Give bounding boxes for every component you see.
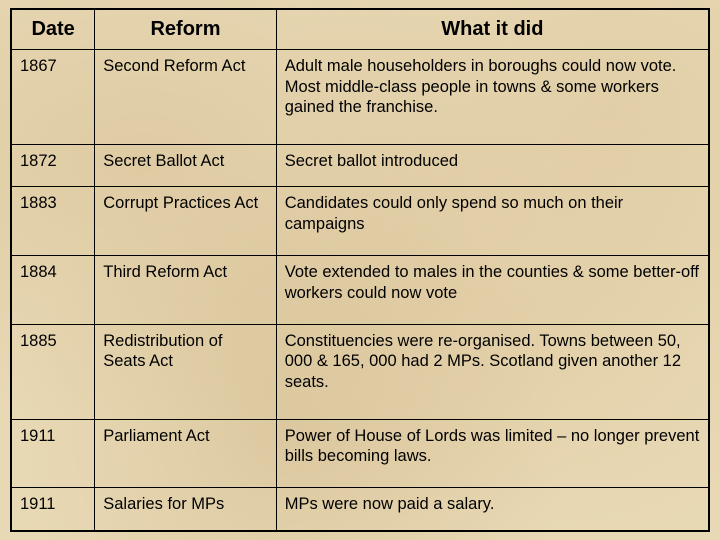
cell-what: MPs were now paid a salary. [276,488,709,531]
table-row: 1883 Corrupt Practices Act Candidates co… [11,187,709,256]
header-what: What it did [276,9,709,50]
cell-date: 1867 [11,50,95,145]
header-reform: Reform [95,9,276,50]
cell-reform: Salaries for MPs [95,488,276,531]
cell-what: Power of House of Lords was limited – no… [276,419,709,488]
cell-reform: Third Reform Act [95,256,276,325]
cell-reform: Redistribution of Seats Act [95,324,276,419]
cell-what: Constituencies were re-organised. Towns … [276,324,709,419]
cell-date: 1911 [11,419,95,488]
cell-reform: Secret Ballot Act [95,144,276,187]
cell-date: 1884 [11,256,95,325]
cell-date: 1911 [11,488,95,531]
table-row: 1885 Redistribution of Seats Act Constit… [11,324,709,419]
table-row: 1872 Secret Ballot Act Secret ballot int… [11,144,709,187]
cell-what: Vote extended to males in the counties &… [276,256,709,325]
cell-date: 1872 [11,144,95,187]
reforms-table: Date Reform What it did 1867 Second Refo… [10,8,710,532]
cell-what: Adult male householders in boroughs coul… [276,50,709,145]
table-row: 1911 Parliament Act Power of House of Lo… [11,419,709,488]
cell-reform: Parliament Act [95,419,276,488]
table-row: 1911 Salaries for MPs MPs were now paid … [11,488,709,531]
table-row: 1867 Second Reform Act Adult male househ… [11,50,709,145]
cell-date: 1885 [11,324,95,419]
cell-reform: Second Reform Act [95,50,276,145]
table-row: 1884 Third Reform Act Vote extended to m… [11,256,709,325]
cell-what: Candidates could only spend so much on t… [276,187,709,256]
cell-what: Secret ballot introduced [276,144,709,187]
header-date: Date [11,9,95,50]
cell-reform: Corrupt Practices Act [95,187,276,256]
cell-date: 1883 [11,187,95,256]
header-row: Date Reform What it did [11,9,709,50]
